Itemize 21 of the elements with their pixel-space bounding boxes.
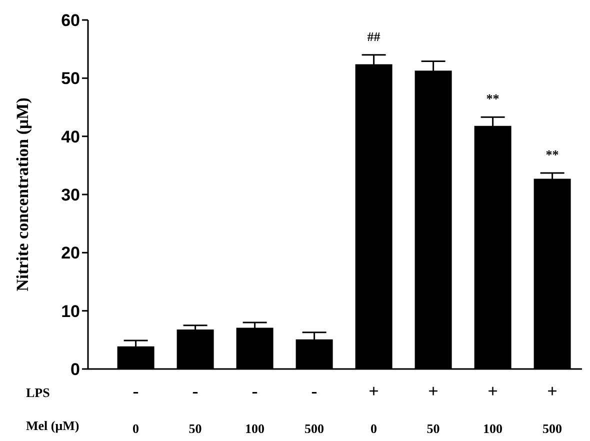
annotation: ** [546, 146, 559, 162]
text: Mel (μM) [26, 418, 80, 433]
x-tick-label: + 500 [542, 381, 562, 436]
x-tick-label: - 0 [132, 381, 139, 436]
y-tick-label: 20 [61, 244, 80, 263]
x-tick-label: - 500 [304, 381, 324, 436]
y-axis-title: Nitrite concentration (μM) [13, 98, 32, 292]
x-tick-label: + 50 [426, 381, 440, 436]
x-tick-label: + 0 [368, 381, 379, 436]
x-tick-label: - 50 [188, 381, 202, 436]
x-tick-label: - 100 [245, 381, 264, 436]
y-tick-label: 0 [70, 360, 80, 380]
text: LPS [26, 385, 50, 400]
annotation: ## [367, 28, 381, 44]
y-tick-label: 50 [61, 69, 80, 88]
y-tick-label: 60 [61, 11, 80, 30]
annotation: ** [486, 91, 500, 106]
x-tick-label: + 100 [483, 381, 502, 436]
y-tick-label: 10 [61, 302, 80, 321]
y-tick-label: 30 [61, 186, 80, 205]
y-tick-label: 40 [61, 127, 80, 146]
